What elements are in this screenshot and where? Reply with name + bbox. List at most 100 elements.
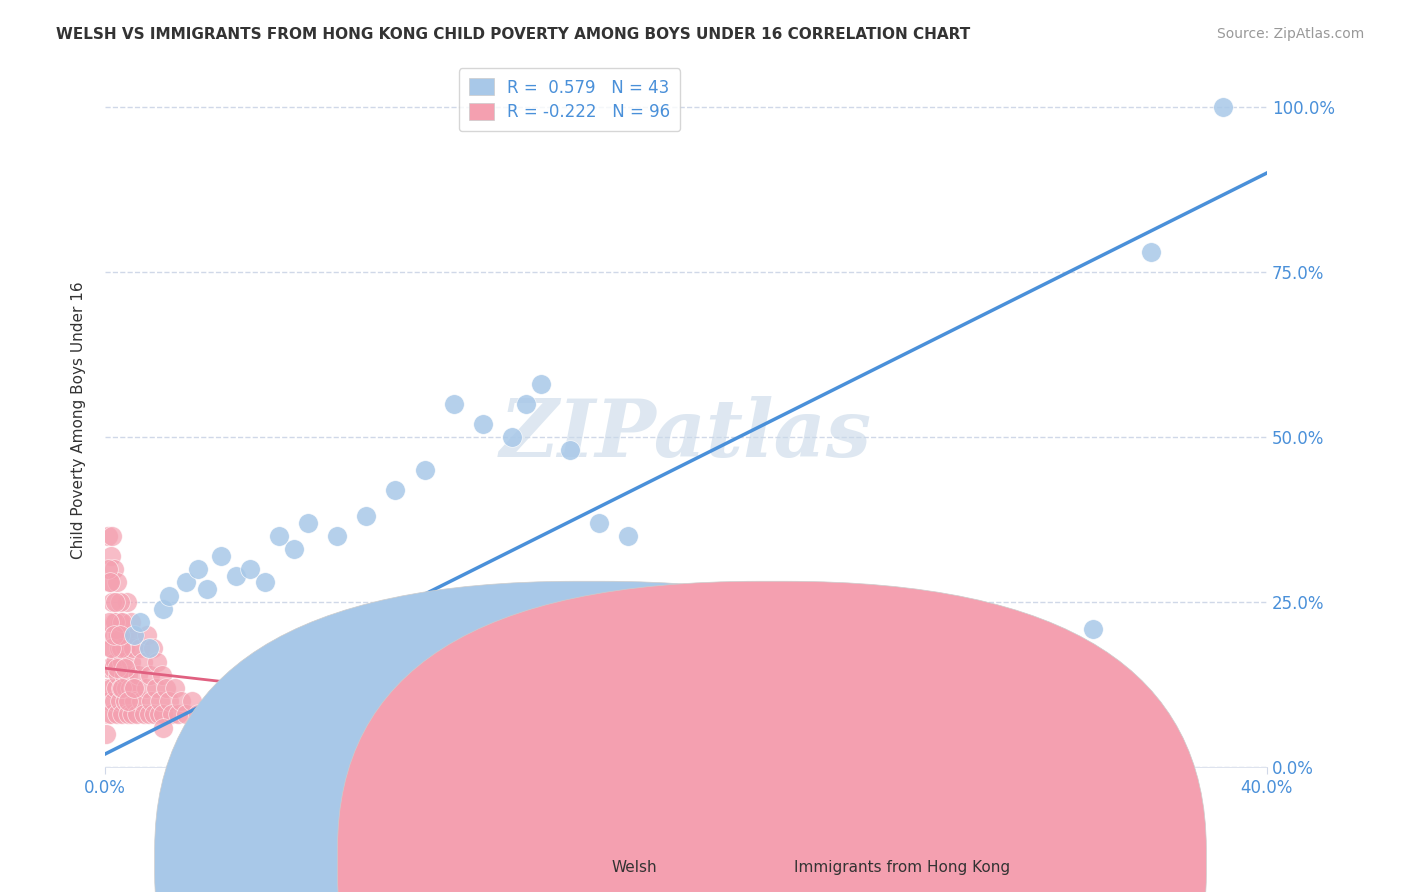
Point [297, 516, 319, 530]
Point [143, 707, 166, 722]
Point [661, 694, 683, 708]
Point [122, 681, 145, 695]
Point [127, 668, 149, 682]
Point [111, 681, 134, 695]
Point [204, 707, 226, 722]
Point [107, 628, 129, 642]
Point [163, 681, 186, 695]
Point [101, 661, 124, 675]
Point [117, 707, 139, 722]
Point [103, 694, 125, 708]
Point [195, 721, 218, 735]
Point [1024, 628, 1046, 642]
Point [121, 707, 143, 722]
Point [105, 707, 128, 722]
Point [97, 529, 120, 543]
Point [101, 529, 124, 543]
Point [128, 615, 150, 629]
Point [111, 615, 134, 629]
Point [115, 595, 138, 609]
Point [120, 615, 142, 629]
Point [142, 641, 165, 656]
Point [733, 661, 755, 675]
Point [849, 615, 872, 629]
Point [283, 542, 305, 557]
Point [97, 707, 120, 722]
Point [100, 549, 122, 563]
Point [135, 681, 157, 695]
Point [107, 668, 129, 682]
Point [120, 655, 142, 669]
Point [105, 681, 128, 695]
Point [152, 707, 174, 722]
Point [160, 707, 183, 722]
Point [253, 575, 276, 590]
Point [108, 628, 131, 642]
Point [152, 602, 174, 616]
Point [704, 721, 727, 735]
Point [209, 721, 232, 735]
Point [877, 595, 900, 609]
Point [98, 575, 121, 590]
Point [1212, 100, 1234, 114]
Text: WELSH VS IMMIGRANTS FROM HONG KONG CHILD POVERTY AMONG BOYS UNDER 16 CORRELATION: WELSH VS IMMIGRANTS FROM HONG KONG CHILD… [56, 27, 970, 42]
Point [530, 377, 553, 392]
Point [152, 721, 174, 735]
Point [253, 707, 276, 722]
Point [101, 641, 124, 656]
Point [138, 641, 160, 656]
Point [138, 707, 160, 722]
Point [105, 628, 128, 642]
Point [146, 655, 169, 669]
Text: Welsh: Welsh [612, 860, 657, 874]
Point [118, 681, 141, 695]
Point [122, 681, 145, 695]
Point [157, 694, 180, 708]
Point [105, 575, 128, 590]
Point [225, 568, 247, 582]
Point [413, 463, 436, 477]
Point [617, 529, 640, 543]
Point [132, 655, 155, 669]
Point [169, 694, 191, 708]
Point [176, 707, 198, 722]
Point [96, 727, 118, 741]
Point [141, 694, 163, 708]
Point [128, 641, 150, 656]
Point [122, 694, 145, 708]
Point [187, 562, 209, 576]
Point [98, 694, 121, 708]
Point [111, 628, 134, 642]
Point [515, 397, 537, 411]
Point [269, 727, 291, 741]
Point [181, 694, 204, 708]
Point [98, 628, 121, 642]
Point [104, 615, 127, 629]
Point [134, 707, 156, 722]
Point [675, 707, 697, 722]
Point [148, 707, 170, 722]
Point [118, 628, 141, 642]
Text: Immigrants from Hong Kong: Immigrants from Hong Kong [709, 809, 925, 824]
Text: Source: ZipAtlas.com: Source: ZipAtlas.com [1216, 27, 1364, 41]
Point [225, 707, 247, 722]
Point [101, 595, 124, 609]
Point [443, 397, 465, 411]
Point [98, 615, 121, 629]
Point [117, 668, 139, 682]
Point [103, 562, 125, 576]
Legend: R =  0.579   N = 43, R = -0.222   N = 96: R = 0.579 N = 43, R = -0.222 N = 96 [458, 69, 681, 131]
Point [384, 483, 406, 497]
Point [110, 681, 132, 695]
Point [105, 661, 128, 675]
Point [356, 509, 378, 524]
Point [129, 694, 152, 708]
Point [762, 641, 785, 656]
Point [588, 516, 610, 530]
Point [98, 575, 121, 590]
Text: Welsh: Welsh [640, 809, 686, 824]
Point [1081, 622, 1104, 636]
Point [100, 707, 122, 722]
Point [269, 529, 291, 543]
Point [111, 655, 134, 669]
